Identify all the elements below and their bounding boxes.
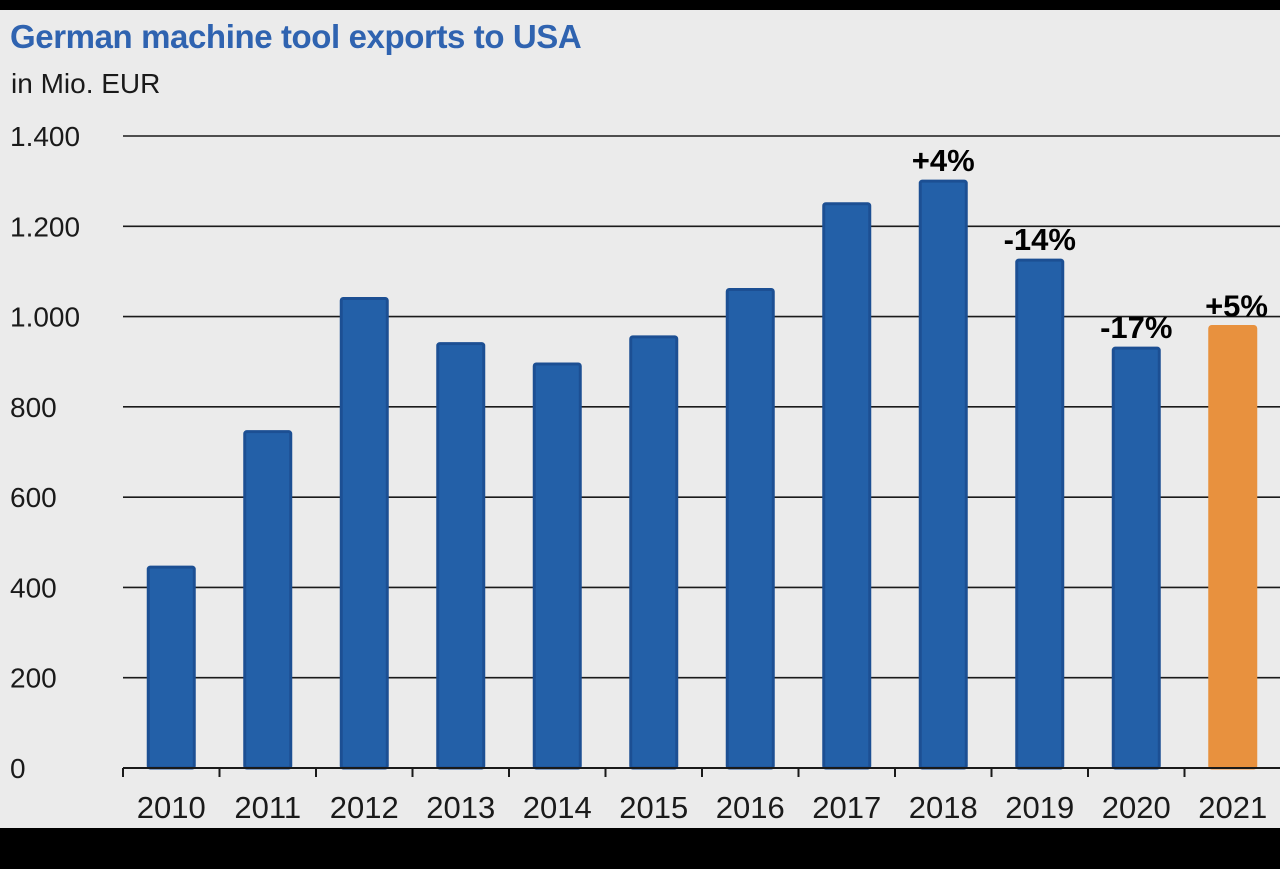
bar-2013 bbox=[436, 342, 486, 770]
change-label-2020: -17% bbox=[1100, 310, 1172, 345]
x-tick-label: 2021 bbox=[1198, 790, 1267, 825]
bar-2021 bbox=[1208, 325, 1258, 770]
bar-2020 bbox=[1111, 346, 1161, 770]
bar-2011 bbox=[243, 430, 293, 770]
x-tick-label: 2019 bbox=[1005, 790, 1074, 825]
x-tick-label: 2016 bbox=[716, 790, 785, 825]
bar-2016 bbox=[725, 287, 775, 770]
bar-2018 bbox=[918, 179, 968, 770]
chart-panel: German machine tool exports to USA in Mi… bbox=[0, 10, 1280, 828]
bar-2015 bbox=[629, 335, 679, 770]
change-label-2021: +5% bbox=[1205, 289, 1268, 324]
y-tick-label: 1.200 bbox=[10, 211, 80, 242]
y-tick-label: 1.000 bbox=[10, 302, 80, 333]
bar-chart: 0 200 400 600 800 1.000 1.200 1.400 2010 2011 2012… bbox=[10, 121, 1280, 825]
bar-2019 bbox=[1015, 258, 1065, 770]
x-tick-label: 2013 bbox=[426, 790, 495, 825]
x-tick-label: 2012 bbox=[330, 790, 399, 825]
bar-2010 bbox=[146, 565, 196, 770]
x-tick-label: 2010 bbox=[137, 790, 206, 825]
bar-2014 bbox=[532, 362, 582, 770]
x-tick-label: 2020 bbox=[1102, 790, 1171, 825]
y-tick-label: 800 bbox=[10, 392, 57, 423]
chart-subtitle: in Mio. EUR bbox=[11, 68, 161, 99]
change-label-2019: -14% bbox=[1004, 222, 1076, 257]
y-tick-label: 200 bbox=[10, 663, 57, 694]
x-tick-label: 2011 bbox=[234, 790, 301, 825]
y-tick-label: 400 bbox=[10, 572, 57, 603]
x-tick-label: 2015 bbox=[619, 790, 688, 825]
y-tick-label: 600 bbox=[10, 482, 57, 513]
bar-2012 bbox=[339, 297, 389, 770]
y-tick-label: 1.400 bbox=[10, 121, 80, 152]
y-tick-label: 0 bbox=[10, 753, 26, 784]
change-label-2018: +4% bbox=[912, 143, 975, 178]
x-tick-label: 2014 bbox=[523, 790, 592, 825]
chart-title: German machine tool exports to USA bbox=[10, 18, 582, 55]
x-tick-label: 2018 bbox=[909, 790, 978, 825]
x-tick-label: 2017 bbox=[812, 790, 881, 825]
bar-2017 bbox=[822, 202, 872, 770]
